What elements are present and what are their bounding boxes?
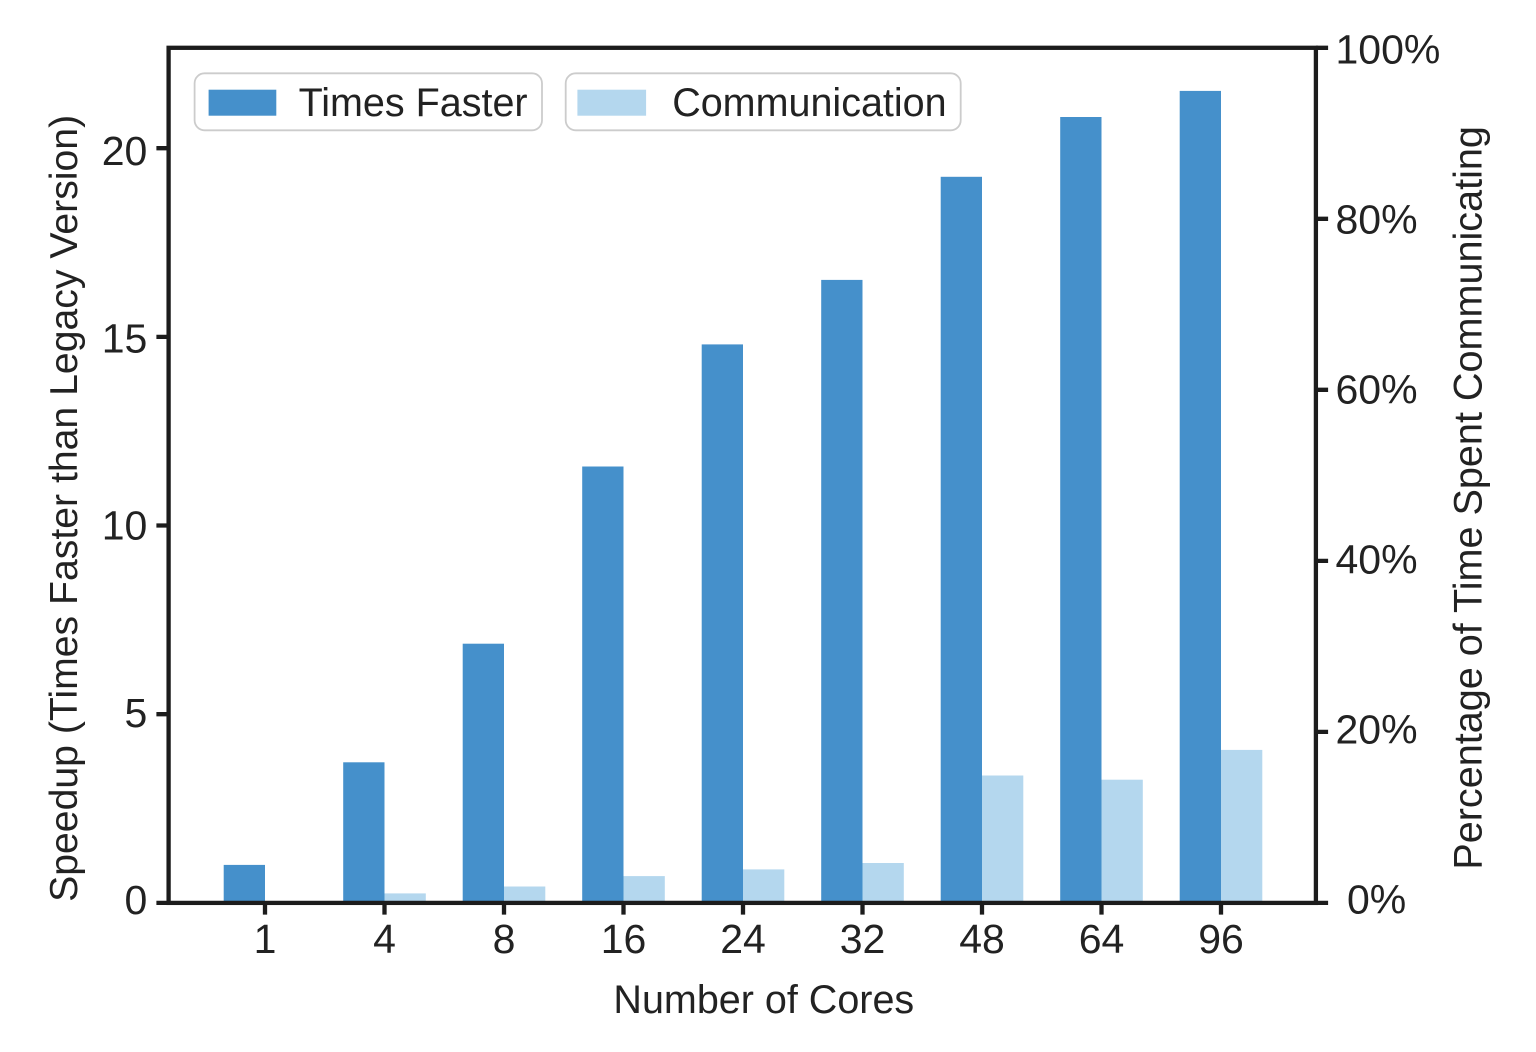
svg-text:40%: 40% xyxy=(1336,537,1418,583)
svg-text:Speedup (Times Faster than Leg: Speedup (Times Faster than Legacy Versio… xyxy=(43,115,86,902)
svg-text:Percentage of Time Spent Commu: Percentage of Time Spent Communicating xyxy=(1446,126,1490,870)
svg-text:Number of Cores: Number of Cores xyxy=(613,978,914,1022)
svg-text:48: 48 xyxy=(959,916,1005,962)
svg-text:24: 24 xyxy=(720,916,766,962)
svg-text:96: 96 xyxy=(1198,916,1244,962)
svg-text:32: 32 xyxy=(840,916,886,962)
svg-text:Communication: Communication xyxy=(672,81,946,125)
svg-text:0: 0 xyxy=(124,877,147,923)
svg-text:4: 4 xyxy=(373,916,396,962)
svg-text:1: 1 xyxy=(254,916,277,962)
svg-text:5: 5 xyxy=(124,690,147,736)
svg-text:8: 8 xyxy=(493,916,516,962)
svg-text:Times Faster: Times Faster xyxy=(299,81,528,125)
svg-text:100%: 100% xyxy=(1336,26,1441,72)
svg-text:15: 15 xyxy=(102,315,148,361)
svg-text:20: 20 xyxy=(102,128,148,174)
svg-text:80%: 80% xyxy=(1336,196,1418,242)
svg-text:10: 10 xyxy=(102,503,148,549)
svg-text:0%: 0% xyxy=(1347,877,1406,923)
svg-text:64: 64 xyxy=(1079,916,1125,962)
svg-text:16: 16 xyxy=(601,916,647,962)
svg-text:60%: 60% xyxy=(1336,366,1418,412)
svg-text:20%: 20% xyxy=(1336,707,1418,753)
